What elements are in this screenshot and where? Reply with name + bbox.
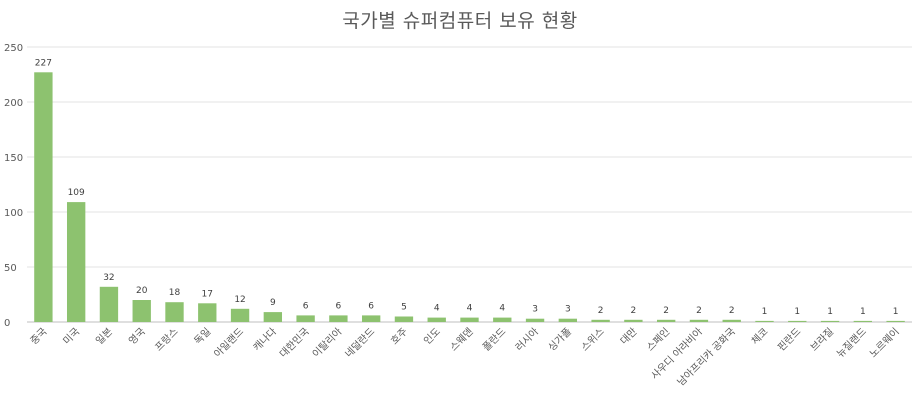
data-label: 6 [336, 301, 342, 311]
category-label: 독일 [192, 326, 214, 348]
data-label: 2 [598, 306, 604, 316]
data-label: 1 [860, 307, 866, 317]
category-label: 뉴질랜드 [834, 326, 869, 361]
bar [99, 286, 119, 322]
data-label: 2 [729, 306, 735, 316]
category-label: 아일랜드 [212, 326, 247, 361]
category-label: 대한민국 [277, 326, 312, 361]
data-label: 3 [532, 305, 538, 315]
bar [853, 320, 873, 322]
category-label: 핀란드 [775, 326, 803, 354]
bar [34, 72, 53, 322]
data-label: 1 [827, 307, 833, 317]
bar [132, 300, 151, 322]
data-label: 20 [136, 286, 148, 296]
y-tick-label: 250 [4, 43, 23, 54]
data-label: 4 [467, 304, 473, 314]
data-label: 227 [35, 58, 52, 68]
bar [591, 319, 610, 322]
category-label: 캐나다 [251, 326, 279, 354]
category-label: 스웨덴 [448, 326, 476, 354]
data-label: 2 [631, 306, 637, 316]
category-label: 호주 [389, 326, 411, 348]
y-tick-label: 200 [4, 98, 23, 109]
chart-title: 국가별 슈퍼컴퓨터 보유 현황 [342, 10, 578, 32]
category-label: 남아프리카 공화국 [675, 326, 738, 389]
bar [296, 315, 315, 322]
data-label: 4 [434, 304, 440, 314]
data-label: 12 [234, 295, 245, 305]
category-label: 노르웨이 [867, 326, 902, 361]
bar [493, 317, 512, 322]
data-label: 9 [270, 298, 276, 308]
bar [525, 318, 545, 322]
category-label: 영국 [126, 326, 148, 348]
category-label: 폴란드 [480, 326, 508, 354]
bar [165, 302, 184, 322]
data-label: 6 [368, 301, 374, 311]
bar [624, 319, 643, 322]
category-label: 네덜란드 [343, 326, 378, 361]
category-label: 프랑스 [153, 326, 181, 354]
data-label: 5 [401, 303, 407, 313]
category-label: 일본 [94, 326, 116, 348]
bar [788, 320, 807, 322]
y-tick-label: 50 [4, 263, 17, 274]
bar [66, 202, 86, 322]
category-label: 스페인 [644, 326, 672, 354]
category-label: 체코 [749, 326, 771, 348]
data-label: 4 [499, 304, 505, 314]
bar [394, 316, 414, 322]
category-label: 이탈리아 [309, 325, 344, 360]
bar [427, 317, 446, 322]
category-label: 브라질 [808, 326, 836, 354]
category-label: 미국 [61, 326, 83, 348]
bar [230, 308, 250, 322]
bar [329, 315, 348, 322]
data-label: 18 [169, 288, 181, 298]
bar [689, 319, 709, 322]
data-label: 6 [303, 301, 309, 311]
y-tick-label: 0 [4, 318, 10, 329]
bar [886, 320, 905, 322]
bar [656, 319, 676, 322]
category-label: 러시아 [513, 326, 541, 354]
data-label: 1 [762, 307, 768, 317]
data-label: 2 [696, 306, 702, 316]
category-label: 대만 [618, 326, 640, 348]
bar [820, 320, 840, 322]
category-label: 싱가폴 [546, 326, 574, 354]
data-label: 32 [103, 273, 114, 283]
category-label: 인도 [421, 326, 443, 348]
data-label: 2 [663, 306, 669, 316]
data-label: 3 [565, 305, 571, 315]
data-label: 1 [893, 307, 899, 317]
category-label: 스위스 [578, 325, 607, 354]
bar [198, 303, 217, 322]
bar [722, 319, 741, 322]
y-tick-label: 150 [4, 153, 23, 164]
bar [361, 315, 381, 322]
bar [460, 317, 479, 322]
data-label: 17 [202, 289, 213, 299]
bar [263, 312, 283, 322]
data-label: 1 [794, 307, 800, 317]
bar [755, 320, 774, 322]
y-tick-label: 100 [4, 208, 23, 219]
category-label: 중국 [28, 326, 50, 348]
data-label: 109 [68, 188, 85, 198]
bar [558, 318, 578, 322]
